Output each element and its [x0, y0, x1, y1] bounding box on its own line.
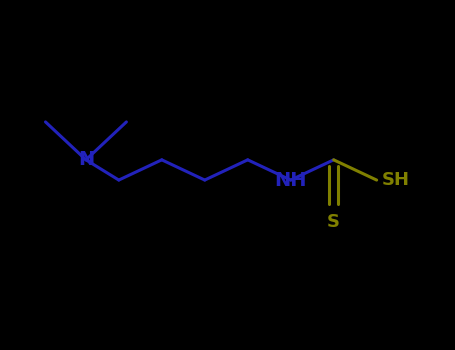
Text: N: N	[78, 150, 94, 169]
Text: SH: SH	[382, 171, 410, 189]
Text: NH: NH	[274, 170, 307, 190]
Text: S: S	[327, 213, 340, 231]
